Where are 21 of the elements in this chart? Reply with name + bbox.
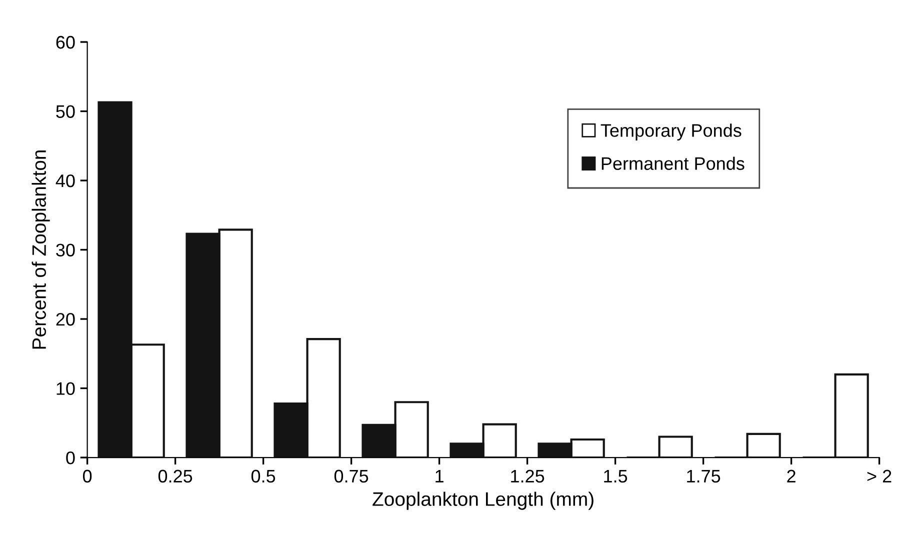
- y-tick-label: 20: [56, 312, 75, 326]
- y-tick-label: 30: [56, 244, 75, 256]
- y-tick-label: 0: [66, 451, 75, 464]
- x-tick-label: 1: [436, 470, 444, 482]
- x-tick-label: 1.25: [511, 470, 544, 483]
- y-axis-title: Percent of Zooplankton: [32, 150, 50, 349]
- x-tick-label: 0.5: [251, 470, 276, 483]
- x-tick-label: > 2: [867, 470, 892, 482]
- x-tick-label: 1.5: [604, 470, 628, 483]
- legend-label: Permanent Ponds: [602, 156, 744, 170]
- x-tick-label: 0: [82, 470, 92, 483]
- y-tick-label: 40: [56, 174, 75, 188]
- x-tick-label: 2: [787, 470, 796, 482]
- y-tick-label: 10: [56, 382, 75, 395]
- y-tick-label: 50: [56, 105, 75, 118]
- x-tick-label: 1.75: [687, 470, 720, 483]
- y-tick-label: 60: [56, 36, 75, 49]
- x-tick-label: 0.25: [158, 470, 192, 483]
- x-tick-label: 0.75: [334, 470, 368, 483]
- x-axis-title: Zooplankton Length (mm): [372, 492, 594, 510]
- legend-label: Temporary Ponds: [600, 124, 742, 140]
